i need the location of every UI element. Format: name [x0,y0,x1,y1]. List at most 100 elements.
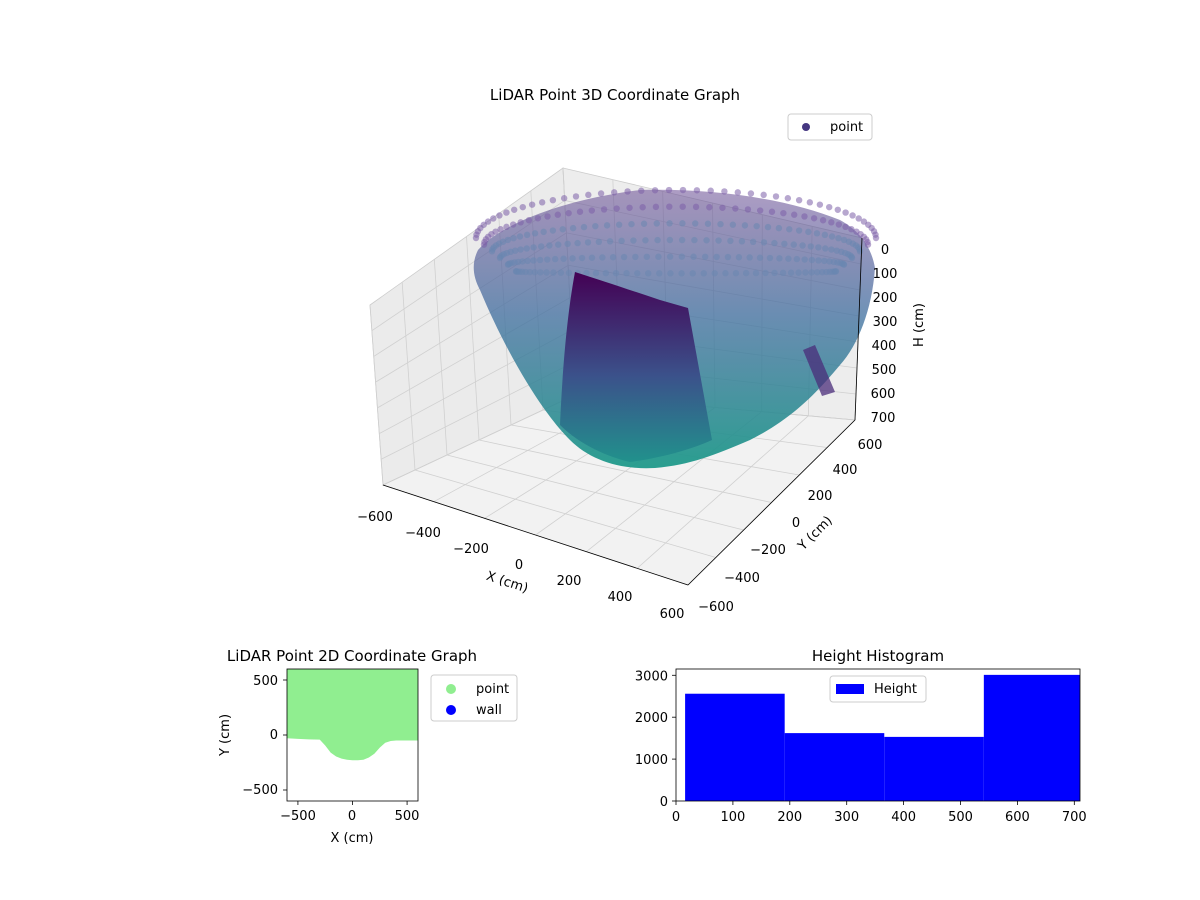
chart-3d-point [724,253,732,261]
chart-3d-point [550,269,557,276]
chart-3d-point [497,226,504,233]
chart-3d-point [624,188,631,195]
chart-3d-z-tick: 0 [881,243,889,258]
chart-3d-y-tick: 200 [808,489,833,504]
chart-3d-y-label: Y (cm) [795,513,836,554]
chart-3d-point [516,233,524,240]
chart-3d-gridline [401,282,416,471]
chart-3d-point [623,270,630,277]
chart-3d-point [835,221,843,228]
chart-3d-gridline [369,304,384,486]
chart-3d-point [815,257,822,264]
chart-3d-point [732,269,740,277]
chart-3d-point [707,187,714,194]
chart-3d-point [775,224,783,232]
chart-histogram-y-tick: 1000 [635,753,668,768]
chart-3d-z-tick: 700 [871,411,896,426]
chart-3d-point [537,243,545,250]
chart-3d-point [780,209,787,217]
chart-3d-z-axis-line [854,237,863,421]
chart-2d-y-tick: −500 [242,783,278,798]
chart-3d-point [504,236,512,244]
chart-3d-x-tick: 400 [608,590,633,605]
chart-3d-point [528,201,536,208]
chart-histogram-x-tick: 100 [720,810,745,825]
chart-3d-point [559,226,566,233]
chart-3d-point [816,201,824,208]
chart-3d-y-tick: −200 [750,543,786,558]
chart-3d-point [742,269,750,277]
chart-3d-point [703,237,710,244]
chart-3d-point [517,219,524,226]
chart-histogram-legend-box [829,675,927,703]
chart-3d-point [645,270,652,277]
chart-histogram-bar [884,736,984,801]
chart-3d-point [628,220,635,228]
chart-histogram-x-tick: 400 [891,810,916,825]
chart-histogram-bar [784,733,885,801]
chart-histogram-bar [685,693,785,801]
chart-3d-point [517,246,524,253]
chart-2d: LiDAR Point 2D Coordinate Graph −500 0 5… [218,647,518,846]
chart-3d-point [626,204,633,211]
chart-3d-point [492,228,499,235]
chart-3d-point [574,239,581,247]
chart-3d-point [840,236,848,244]
chart-3d-point [546,242,553,249]
chart-3d-point [808,256,816,264]
chart-histogram-y-tick: 2000 [635,711,668,726]
chart-3d-point [666,220,673,227]
chart-3d-point [747,190,755,197]
chart-3d-point [484,218,492,225]
chart-3d-point [615,221,623,228]
chart-histogram-x-tick: 500 [948,810,973,825]
chart-histogram-y-tick: 0 [660,795,668,810]
chart-3d-point [760,191,767,199]
chart-3d-point [523,231,531,239]
chart-3d-z-tick: 600 [871,387,896,402]
chart-2d-x-tick: 0 [348,809,356,824]
chart-3d-point [790,241,797,248]
chart-3d-point [729,221,737,228]
chart-3d-point [715,237,722,244]
chart-3d-point [700,270,707,277]
chart-3d-point [580,223,588,231]
chart-3d-point [651,187,659,194]
chart-3d-z-ticks: 0 100 200 300 400 500 600 700 [871,243,898,426]
chart-3d-point [592,269,600,277]
chart-3d-point [793,255,801,263]
chart-3d-point [538,199,546,206]
chart-3d-point [519,258,526,265]
chart-3d-point [848,254,856,262]
chart-3d-point [549,196,557,204]
chart-3d-point [815,244,822,251]
chart-2d-legend-marker-wall [446,705,456,715]
chart-3d-point [540,228,547,236]
chart-3d-point [749,238,757,246]
chart-3d-y-axis-line [687,419,856,586]
chart-3d-point [738,238,746,245]
chart-3d-x-label: X (cm) [484,569,530,597]
chart-3d-point [654,236,661,244]
chart-3d-point [655,253,662,260]
chart-3d-point [588,254,596,261]
chart-3d-x-tick: 200 [557,574,582,589]
chart-3d-point [832,268,840,275]
chart-3d-point [808,269,815,276]
chart-3d-gridline [433,259,448,456]
chart-3d-point [526,268,534,276]
chart-histogram-legend: Height [829,675,927,703]
chart-3d-point [543,269,550,276]
chart-3d-point [576,208,584,215]
chart-3d-side-wall [803,345,835,396]
chart-3d-point [813,230,821,237]
chart-3d-point [524,257,531,265]
chart-3d-point [764,223,772,231]
chart-3d-point [734,189,742,196]
chart-3d-point [713,253,720,261]
chart-3d-point [510,206,518,213]
chart-3d-point [634,270,641,277]
chart-3d-point [864,241,872,248]
chart-3d-point [606,238,614,245]
